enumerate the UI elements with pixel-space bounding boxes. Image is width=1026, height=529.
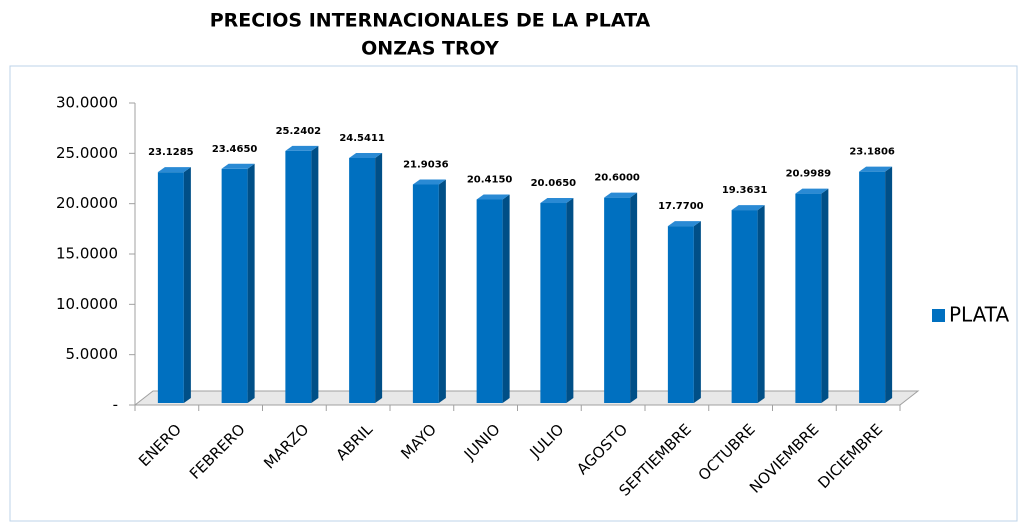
chart-subtitle: ONZAS TROY [361, 38, 499, 60]
bar-top [540, 198, 574, 204]
bar [221, 168, 248, 403]
bar-top [285, 145, 319, 151]
bar-side [311, 145, 319, 403]
y-tick-label: 20.0000 [56, 194, 118, 212]
chart-title: PRECIOS INTERNACIONALES DE LA PLATA [210, 10, 651, 32]
bar [157, 172, 184, 403]
bar [540, 203, 567, 403]
bar-side [630, 192, 638, 403]
bar-side [757, 205, 765, 403]
y-tick-label: 30.0000 [56, 94, 118, 112]
bar [349, 157, 376, 403]
bar-side [183, 167, 191, 403]
legend-label: PLATA [949, 303, 1009, 327]
legend-swatch [932, 309, 945, 322]
data-label: 21.9036 [403, 160, 449, 171]
y-tick-label: 5.0000 [66, 345, 119, 363]
data-label: 20.6000 [594, 173, 640, 184]
bar-top [795, 188, 829, 194]
bar-top [859, 166, 893, 172]
bar [604, 197, 631, 403]
bar [859, 171, 886, 403]
bar-side [693, 221, 701, 403]
bar-top [221, 163, 255, 169]
data-label: 20.4150 [467, 174, 513, 185]
bar-top [349, 152, 383, 158]
bar-side [247, 163, 255, 403]
y-tick-label: 10.0000 [56, 295, 118, 313]
y-tick-label: 15.0000 [56, 245, 118, 263]
bar-top [412, 179, 446, 185]
bar-top [667, 221, 701, 227]
bar-side [821, 188, 829, 403]
bar-side [438, 179, 446, 403]
data-label: 19.3631 [722, 185, 768, 196]
bar-side [566, 198, 574, 403]
bar-side [502, 194, 510, 403]
data-label: 17.7700 [658, 201, 704, 212]
bar-side [375, 152, 383, 403]
data-label: 20.9989 [786, 169, 832, 180]
bar [731, 210, 758, 403]
y-tick-label: 25.0000 [56, 144, 118, 162]
bar [285, 150, 312, 403]
bar-top [476, 194, 510, 200]
bar [667, 226, 694, 403]
data-label: 25.2402 [276, 126, 322, 137]
bar-top [157, 167, 191, 173]
y-tick-label: - [113, 396, 118, 414]
data-label: 24.5411 [339, 133, 385, 144]
bar [795, 193, 822, 403]
data-label: 20.0650 [531, 178, 577, 189]
data-label: 23.1806 [849, 147, 895, 158]
bar [476, 199, 503, 403]
data-label: 23.1285 [148, 147, 194, 158]
bar-top [731, 205, 765, 211]
bar-top [604, 192, 638, 198]
bar [412, 184, 439, 403]
bar-side [885, 166, 893, 403]
data-label: 23.4650 [212, 144, 258, 155]
